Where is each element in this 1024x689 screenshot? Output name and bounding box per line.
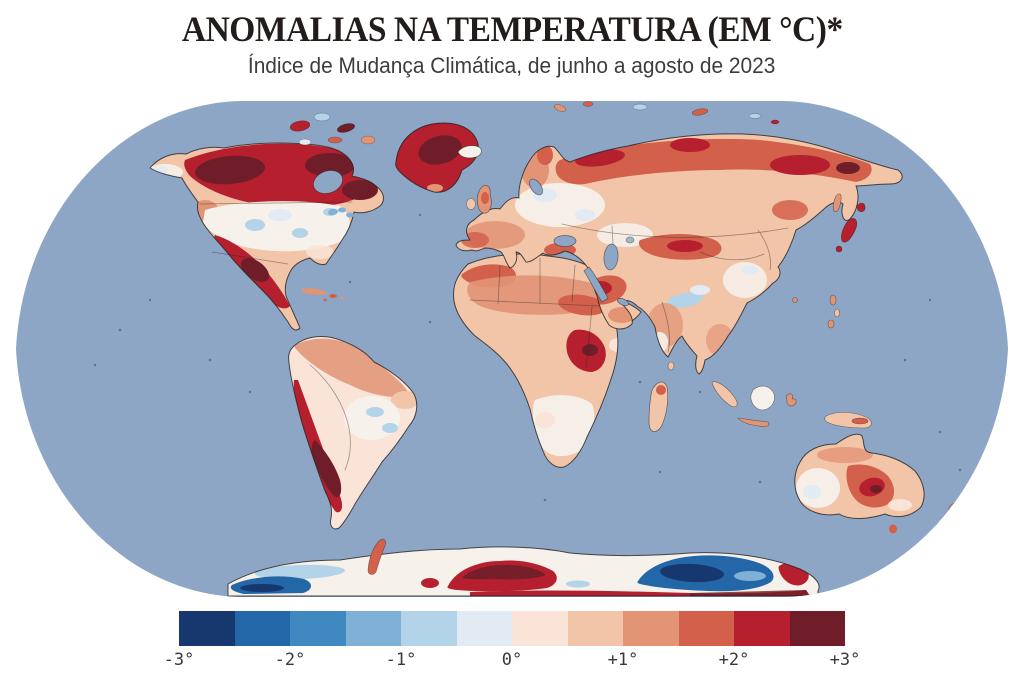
map-region-eurasia — [455, 133, 903, 375]
legend-swatch — [789, 611, 845, 646]
map-region-australia — [794, 433, 925, 534]
legend-swatch — [678, 611, 734, 646]
caribbean-islands — [302, 288, 344, 302]
header: ANOMALIAS NA TEMPERATURA (EM °C)* Índice… — [0, 9, 1024, 79]
baltic-sea — [529, 178, 543, 196]
page-title-text: ANOMALIAS NA TEMPERATURA (EM °C)* — [181, 9, 843, 49]
legend-swatch — [290, 611, 346, 646]
legend-swatch — [401, 611, 457, 646]
legend-swatch — [179, 611, 235, 646]
page-subtitle: Índice de Mudança Climática, de junho a … — [0, 53, 1024, 79]
map-region-iceland — [457, 145, 482, 159]
tasmania — [889, 524, 897, 534]
map-region-southeast-asia — [667, 294, 872, 429]
legend: -3° -2° -1° 0° +1° +2° +3° — [164, 611, 861, 674]
legend-swatch — [345, 611, 401, 646]
legend-bar — [179, 611, 845, 646]
hudson-bay — [313, 170, 343, 194]
arctic-islands — [289, 101, 780, 146]
map-region-madagascar — [648, 381, 669, 432]
aral-sea — [625, 236, 635, 244]
black-sea — [553, 235, 577, 247]
map-region-british-isles — [466, 185, 492, 214]
map-region-greenland — [395, 122, 479, 193]
legend-swatch — [734, 611, 790, 646]
legend-tick: +1° — [607, 650, 639, 670]
legend-ticks: -3° -2° -1° 0° +1° +2° +3° — [164, 650, 861, 674]
legend-tick: -1° — [385, 650, 417, 670]
legend-tick: -2° — [274, 650, 306, 670]
great-lakes — [328, 207, 354, 218]
legend-tick: 0° — [501, 650, 523, 670]
map-region-south-america — [288, 335, 418, 530]
page-subtitle-text: Índice de Mudança Climática, de junho a … — [248, 52, 776, 78]
legend-tick: +3° — [829, 650, 861, 670]
map-region-japan — [832, 193, 866, 253]
legend-swatch — [567, 611, 623, 646]
persian-gulf — [617, 297, 629, 307]
red-sea — [583, 266, 609, 303]
legend-tick: -3° — [163, 650, 195, 670]
legend-swatch — [623, 611, 679, 646]
legend-swatch — [512, 611, 568, 646]
legend-swatch — [456, 611, 512, 646]
legend-tick: +2° — [718, 650, 750, 670]
page-title: ANOMALIAS NA TEMPERATURA (EM °C)* — [0, 9, 1024, 50]
caspian-sea — [603, 243, 619, 271]
antarctic-peninsula — [367, 538, 386, 575]
legend-swatch — [234, 611, 290, 646]
map-region-africa — [453, 253, 642, 468]
